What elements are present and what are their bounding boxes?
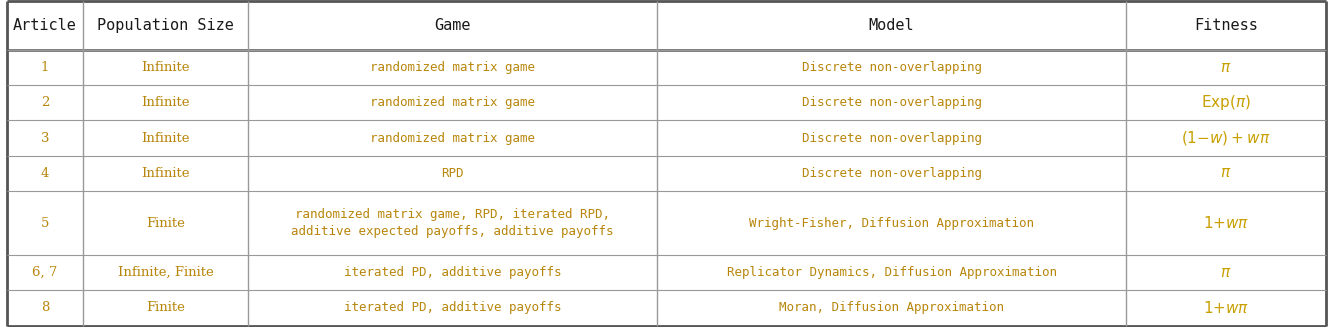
Bar [248,255,657,290]
Bar [7,1,83,50]
Text: randomized matrix game: randomized matrix game [371,96,536,109]
Text: Replicator Dynamics, Diffusion Approximation: Replicator Dynamics, Diffusion Approxima… [726,266,1057,279]
Text: Infinite: Infinite [141,96,189,109]
Bar [7,191,83,255]
Bar [1126,156,1326,191]
Text: randomized matrix game, RPD, iterated RPD,
additive expected payoffs, additive p: randomized matrix game, RPD, iterated RP… [292,208,615,238]
Text: Infinite: Infinite [141,167,189,180]
Bar [248,1,657,50]
Text: Finite: Finite [147,216,185,230]
Text: Discrete non-overlapping: Discrete non-overlapping [801,61,981,74]
Text: Finite: Finite [147,301,185,314]
Bar [248,290,657,325]
Bar [83,85,248,120]
Text: $\pi$: $\pi$ [1220,166,1232,181]
Bar [83,191,248,255]
Text: Discrete non-overlapping: Discrete non-overlapping [801,167,981,180]
Text: 4: 4 [41,167,49,180]
Bar [657,120,1126,156]
Text: Discrete non-overlapping: Discrete non-overlapping [801,132,981,145]
Bar [657,290,1126,325]
Bar [657,50,1126,85]
Text: Wright-Fisher, Diffusion Approximation: Wright-Fisher, Diffusion Approximation [749,216,1034,230]
Bar [7,50,83,85]
Text: 6, 7: 6, 7 [32,266,57,279]
Bar [1126,1,1326,50]
Bar [7,156,83,191]
Text: Game: Game [435,18,471,33]
Text: 3: 3 [41,132,49,145]
Text: Moran, Diffusion Approximation: Moran, Diffusion Approximation [778,301,1004,314]
Text: RPD: RPD [441,167,464,180]
Text: $\pi$: $\pi$ [1220,60,1232,75]
Bar [657,1,1126,50]
Text: iterated PD, additive payoffs: iterated PD, additive payoffs [344,301,561,314]
Text: 1: 1 [41,61,49,74]
Bar [248,85,657,120]
Bar [7,255,83,290]
Text: $1{+}w\pi$: $1{+}w\pi$ [1202,300,1249,316]
Bar [7,85,83,120]
Bar [83,1,248,50]
Text: Model: Model [869,18,914,33]
Bar [83,50,248,85]
Text: randomized matrix game: randomized matrix game [371,61,536,74]
Bar [657,191,1126,255]
Text: Population Size: Population Size [97,18,235,33]
Text: Infinite: Infinite [141,61,189,74]
Bar [248,120,657,156]
Text: $\mathrm{Exp}(\pi)$: $\mathrm{Exp}(\pi)$ [1201,93,1252,112]
Bar [83,120,248,156]
Bar [248,191,657,255]
Bar [248,50,657,85]
Bar [1126,191,1326,255]
Bar [657,255,1126,290]
Text: Fitness: Fitness [1194,18,1258,33]
Text: $(1{-}w)+w\pi$: $(1{-}w)+w\pi$ [1181,129,1270,147]
Bar [1126,255,1326,290]
Text: 2: 2 [41,96,49,109]
Bar [248,156,657,191]
Text: $\pi$: $\pi$ [1220,266,1232,280]
Text: 8: 8 [41,301,49,314]
Bar [83,290,248,325]
Bar [83,255,248,290]
Bar [1126,50,1326,85]
Bar [657,85,1126,120]
Text: $1{+}w\pi$: $1{+}w\pi$ [1202,215,1249,231]
Bar [1126,120,1326,156]
Bar [657,156,1126,191]
Bar [1126,85,1326,120]
Text: iterated PD, additive payoffs: iterated PD, additive payoffs [344,266,561,279]
Bar [83,156,248,191]
Bar [7,290,83,325]
Text: Infinite: Infinite [141,132,189,145]
Text: Discrete non-overlapping: Discrete non-overlapping [801,96,981,109]
Text: randomized matrix game: randomized matrix game [371,132,536,145]
Text: Infinite, Finite: Infinite, Finite [117,266,213,279]
Text: 5: 5 [41,216,49,230]
Text: Article: Article [13,18,77,33]
Bar [1126,290,1326,325]
Bar [7,120,83,156]
